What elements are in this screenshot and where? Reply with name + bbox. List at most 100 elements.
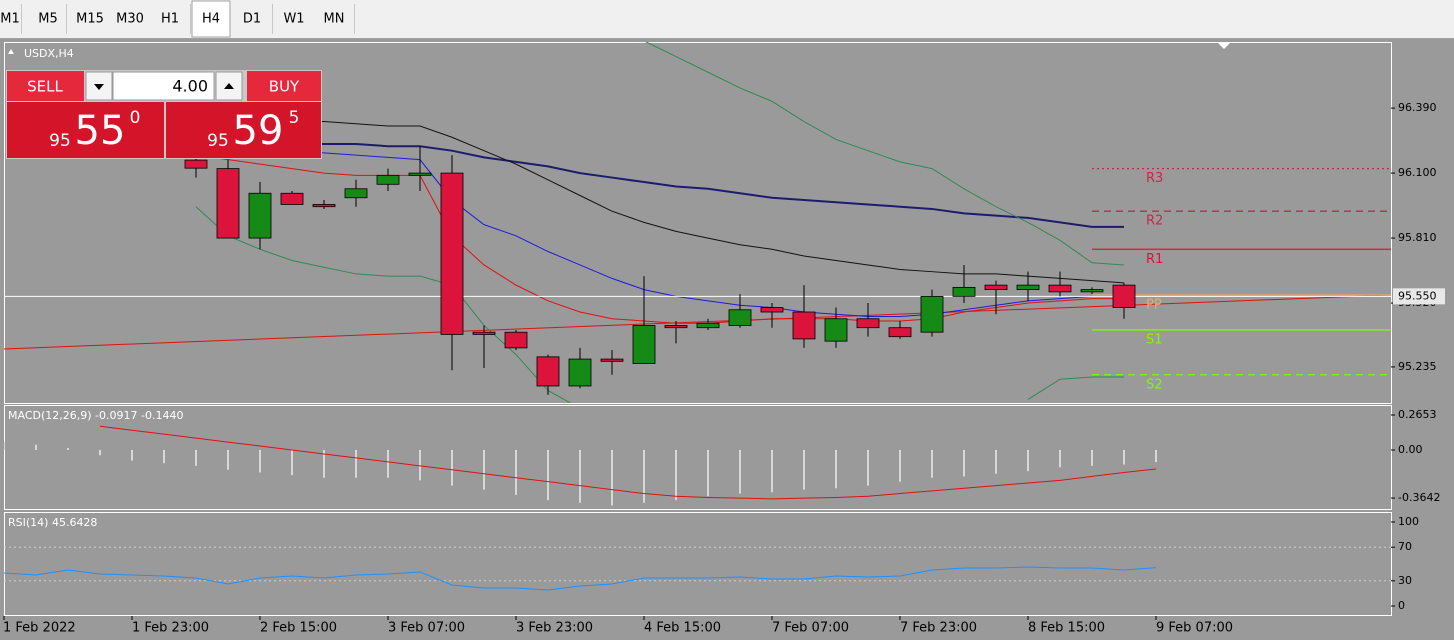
one-click-trading: SELL 4.00 BUY 95 55 0 95 59 5 (6, 70, 322, 159)
macd-bar (451, 450, 453, 486)
candle-body (824, 318, 848, 342)
macd-bar (131, 450, 133, 461)
price-tick-label: 96.390 (1398, 101, 1437, 114)
candle-body (216, 168, 240, 239)
macd-bar (419, 450, 421, 481)
timeframe-button[interactable] (232, 1, 272, 37)
indicator-line (195, 109, 1125, 284)
price-plot: R3 R2 R1 PP S1 S2 (4, 42, 1391, 403)
timeframe-label: M30 (116, 12, 144, 27)
price-tick-label: 95.810 (1398, 231, 1437, 244)
macd-bar (515, 450, 517, 495)
candle-body (376, 174, 400, 185)
macd-bar (803, 450, 805, 490)
time-label: 8 Feb 15:00 (1028, 621, 1105, 636)
timeframe-label: D1 (243, 12, 261, 27)
buy-label[interactable]: BUY (269, 78, 300, 96)
timeframe-label: W1 (283, 12, 304, 27)
buy-price-box[interactable] (166, 102, 321, 158)
macd-bar (611, 450, 613, 506)
macd-signal (99, 425, 1157, 500)
candle-body (920, 295, 944, 333)
macd-bar (771, 450, 773, 493)
time-label: 7 Feb 07:00 (772, 621, 849, 636)
macd-bar (1091, 450, 1093, 466)
pivot-label: R3 (1146, 171, 1163, 186)
timeframe-bar: M1 M5 M15 M30 H1 H4 D1 W1 MN (0, 0, 355, 38)
macd-bar (547, 450, 549, 501)
macd-tick-label: 0.00 (1398, 443, 1423, 456)
timeframe-button[interactable] (30, 1, 66, 37)
sell-price-box[interactable] (7, 102, 164, 158)
timeframe-button[interactable] (274, 1, 314, 37)
trend-line (4, 294, 1391, 350)
timeframe-button[interactable] (110, 1, 150, 37)
candle-body (1048, 284, 1072, 293)
candle-body (344, 188, 368, 199)
buy-button[interactable] (247, 71, 321, 101)
macd-bar (867, 450, 869, 486)
time-label: 4 Feb 15:00 (644, 621, 721, 636)
timeframe-label: H1 (161, 12, 179, 27)
macd-bar (259, 450, 261, 473)
sell-big-figure: 95 (49, 131, 71, 151)
timeframe-button[interactable] (0, 1, 21, 37)
macd-bar (355, 450, 357, 478)
macd-bar (739, 450, 741, 494)
macd-bar (163, 450, 165, 464)
macd-bar (4, 442, 5, 451)
macd-bar (387, 450, 389, 478)
candle-body (440, 172, 464, 335)
current-price-box (1393, 288, 1445, 305)
macd-bar (195, 450, 197, 466)
macd-bar (99, 450, 101, 456)
buy-big-figure: 95 (207, 131, 229, 151)
price-tick-label: 96.100 (1398, 166, 1437, 179)
macd-bar (1123, 450, 1125, 465)
macd-bar (835, 450, 837, 489)
timeframe-label: H4 (202, 12, 220, 27)
indicator-line (195, 206, 1124, 403)
time-label: 1 Feb 2022 (3, 621, 76, 636)
macd-bar (707, 450, 709, 497)
rsi-plot (4, 546, 1391, 591)
indicator-line (195, 147, 1124, 318)
pivot-label: S1 (1146, 332, 1163, 347)
candle-body (248, 192, 272, 239)
buy-pips: 59 (233, 108, 284, 154)
macd-bar (1155, 450, 1157, 463)
rsi-tick-label: 70 (1398, 540, 1412, 553)
pivot-label: R1 (1146, 252, 1163, 267)
lots-input[interactable] (112, 71, 215, 101)
timeframe-label: MN (324, 12, 345, 27)
sell-button[interactable] (7, 71, 84, 101)
timeframe-label: M5 (38, 12, 58, 27)
candle-body (664, 325, 688, 329)
macd-bar (1027, 450, 1029, 472)
timeframe-button[interactable] (70, 1, 110, 37)
macd-bar (323, 450, 325, 478)
timeframe-button[interactable] (314, 1, 354, 37)
candle-body (984, 284, 1008, 291)
indicator-line (195, 154, 1124, 324)
axes: 96.39096.10095.81095.52095.23595.5500.26… (3, 101, 1445, 636)
macd-bar (963, 450, 965, 477)
candle-body (408, 172, 432, 176)
macd-bar (931, 450, 933, 478)
macd-bar (899, 450, 901, 482)
candle-body (952, 286, 976, 297)
buy-point: 5 (289, 108, 300, 128)
time-label: 9 Feb 07:00 (1156, 621, 1233, 636)
macd-bar (643, 450, 645, 503)
timeframe-button[interactable] (150, 1, 190, 37)
macd-bar (291, 450, 293, 476)
timeframe-label: M1 (0, 12, 20, 27)
timeframe-label: M15 (76, 12, 104, 27)
rsi-title: RSI(14) 45.6428 (8, 516, 97, 529)
indicator-line (196, 142, 1124, 228)
rsi-tick-label: 100 (1398, 515, 1419, 528)
rsi-tick-label: 30 (1398, 574, 1412, 587)
sell-label[interactable]: SELL (27, 78, 63, 96)
symbol-label: USDX,H4 (24, 47, 74, 60)
